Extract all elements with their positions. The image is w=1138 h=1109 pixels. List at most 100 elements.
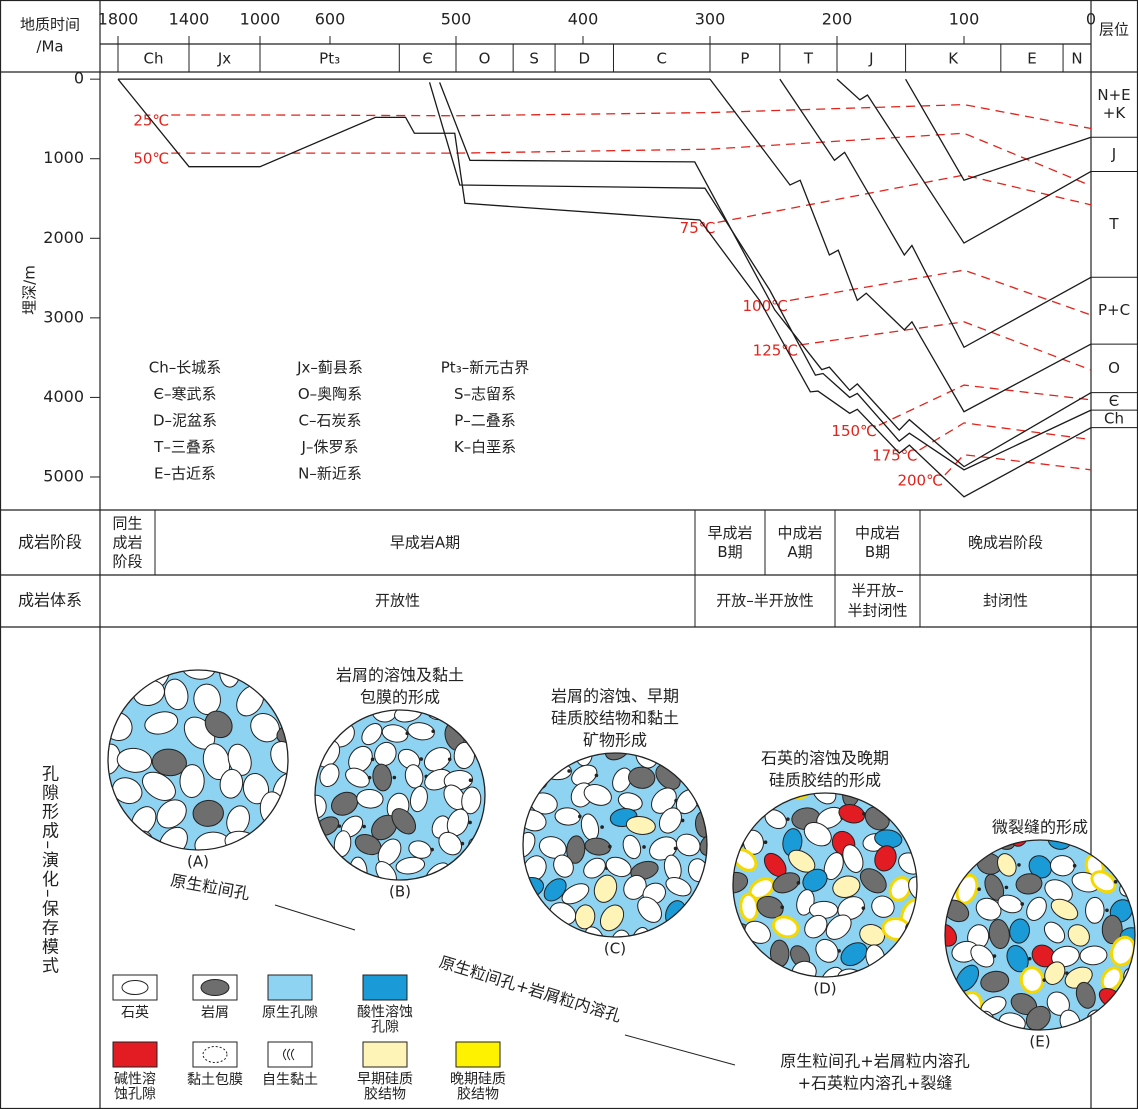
grain <box>394 710 423 723</box>
legend-swatch <box>112 1041 158 1068</box>
legend-clay <box>283 1048 295 1061</box>
grain <box>625 816 656 835</box>
stage-caption: 包膜的形成 <box>360 688 440 707</box>
grain <box>917 777 946 807</box>
stage-label: 早成岩 <box>707 524 752 542</box>
stratum-name: J <box>868 50 873 68</box>
depth-tick-label: 5000 <box>43 466 84 485</box>
formation-label: P+C <box>1098 301 1130 319</box>
grain <box>486 833 519 863</box>
clay <box>796 881 801 885</box>
stratum-name: O <box>479 50 491 68</box>
clay <box>756 793 761 797</box>
grain <box>703 873 707 901</box>
grain <box>1044 961 1066 985</box>
grain <box>918 896 949 926</box>
grain <box>506 746 531 775</box>
grain <box>622 834 642 860</box>
grain <box>548 925 577 937</box>
grain <box>315 866 342 880</box>
clay <box>885 955 890 960</box>
grain <box>734 964 757 977</box>
grain <box>997 853 1017 877</box>
grain <box>919 803 946 833</box>
stage-caption: 硅质胶结物和黏土 <box>551 709 679 728</box>
grain <box>658 807 682 834</box>
clay <box>861 906 866 910</box>
legend-swatch <box>267 1041 313 1068</box>
path-line <box>624 1034 736 1066</box>
grain <box>874 845 897 872</box>
time-tick-label: 0 <box>1086 10 1096 29</box>
grain <box>151 748 187 777</box>
grain <box>675 833 701 857</box>
grain <box>485 873 516 907</box>
formation-label: N+E <box>1097 86 1130 104</box>
grain <box>443 784 466 811</box>
legend-label: 自生黏土 <box>262 1072 318 1088</box>
stratum-name: T <box>803 50 814 68</box>
system-label: 开放性 <box>375 592 420 610</box>
grain <box>164 678 189 711</box>
grain <box>288 679 329 716</box>
stage-label: 早成岩A期 <box>390 534 460 552</box>
strata-legend-item: Jx–蓟县系 <box>296 359 363 377</box>
clay <box>992 954 997 958</box>
grain <box>315 716 322 740</box>
grain <box>964 840 987 855</box>
depth-tick-label: 3000 <box>43 307 84 326</box>
grain <box>838 804 866 824</box>
clay <box>1017 863 1021 867</box>
clay <box>1113 880 1118 884</box>
clay <box>510 734 514 738</box>
grain <box>739 892 759 922</box>
clay <box>906 927 911 931</box>
grain <box>523 831 536 859</box>
grain <box>553 854 574 878</box>
stage-title: 成岩阶段 <box>18 533 82 552</box>
clay <box>763 840 768 845</box>
time-tick-label: 1800 <box>98 10 139 29</box>
clay <box>419 757 424 761</box>
burial-curve <box>709 78 1092 413</box>
grain <box>673 949 706 980</box>
legend-swatch <box>455 1041 501 1068</box>
grain <box>832 875 861 898</box>
clay <box>431 729 435 734</box>
grain <box>811 793 837 805</box>
clay <box>862 811 866 816</box>
clay <box>1105 908 1109 913</box>
grain <box>279 670 288 683</box>
grain <box>896 967 917 977</box>
grain <box>108 670 130 692</box>
grain <box>896 793 917 809</box>
clay <box>925 818 929 822</box>
strata-legend-item: S–志留系 <box>454 385 516 403</box>
grain <box>507 941 539 973</box>
grain <box>348 880 378 901</box>
clay <box>1004 885 1009 890</box>
grain <box>769 939 790 968</box>
clay <box>559 954 563 958</box>
grain <box>677 753 706 761</box>
grain <box>708 759 731 789</box>
grain <box>604 753 632 761</box>
stratum-name: E <box>1027 50 1036 68</box>
grain <box>593 874 618 903</box>
legend-swatch <box>362 1041 408 1068</box>
grain <box>270 741 288 774</box>
isotherm <box>789 269 1092 316</box>
clay <box>686 912 690 916</box>
grain <box>840 942 868 967</box>
grain <box>453 741 475 770</box>
grain <box>472 710 485 721</box>
grain <box>681 765 707 788</box>
thin-section-rim <box>314 709 486 881</box>
strata-legend-item: Є–寒武系 <box>154 385 217 403</box>
time-tick-label: 500 <box>441 10 472 29</box>
clay <box>430 888 434 892</box>
grain <box>492 795 519 817</box>
grain <box>434 885 466 913</box>
grain <box>529 753 553 766</box>
